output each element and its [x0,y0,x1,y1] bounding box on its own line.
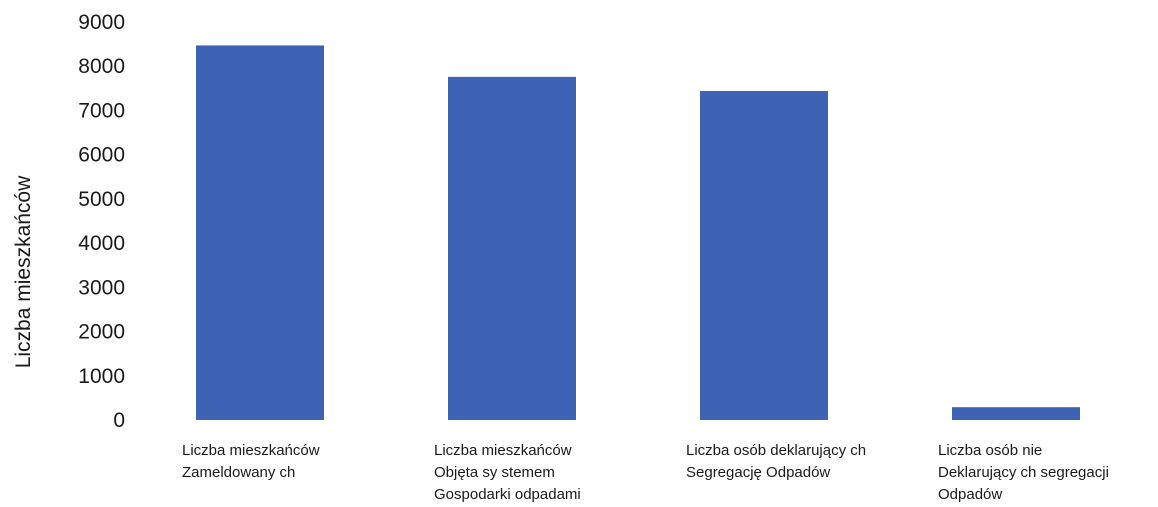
x-category-label-line: Segregację Odpadów [686,464,830,481]
y-axis-ticks: 0 1000 2000 3000 4000 5000 6000 7000 8000 9000 [78,11,125,432]
y-tick-label: 9000 [78,11,125,34]
x-category-label: Liczba mieszkańców Objęta sy stemem Gospod… [434,442,581,503]
y-tick-label: 1000 [78,365,125,388]
bars [196,45,1080,421]
x-category-label-line: Liczba osób nie [938,442,1042,459]
bar [700,90,828,420]
x-category-label-line: Odpadów [938,486,1002,503]
y-tick-label: 8000 [78,55,125,78]
bar [952,407,1080,420]
x-category-label: Liczba mieszkańców Zameldowany ch [182,442,320,481]
y-tick-label: 7000 [78,99,125,122]
x-category-label-line: Deklarujący ch segregacji [938,464,1109,481]
x-category-label-line: Liczba mieszkańców [434,442,572,459]
y-tick-label: 3000 [78,276,125,299]
x-category-label-line: Liczba osób deklarujący ch [686,442,866,459]
y-tick-label: 2000 [78,321,125,344]
y-tick-label: 4000 [78,232,125,255]
x-category-label-line: Liczba mieszkańców [182,442,320,459]
bar [448,76,576,420]
y-tick-label: 5000 [78,188,125,211]
x-category-label-line: Gospodarki odpadami [434,486,581,503]
x-category-label-line: Zameldowany ch [182,464,295,481]
y-tick-label: 0 [113,409,125,432]
y-axis-title: Liczba mieszkańców [12,175,35,368]
bar [196,45,324,421]
x-category-label: Liczba osób deklarujący ch Segregację Odp… [686,442,866,481]
x-category-label: Liczba osób nie Deklarujący ch segregacji… [938,442,1109,503]
x-category-label-line: Objęta sy stemem [434,464,555,481]
y-tick-label: 6000 [78,144,125,167]
